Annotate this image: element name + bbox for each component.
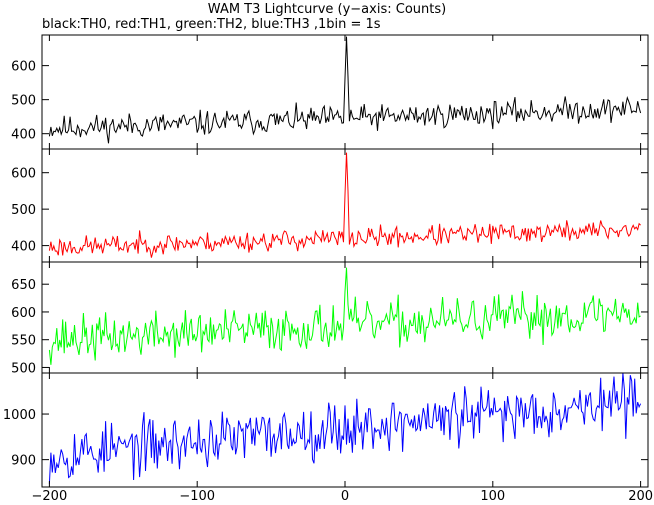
y-tick-label: 600 [11, 306, 36, 321]
series-line-th1 [49, 153, 640, 258]
x-tick-label: −200 [32, 489, 68, 504]
y-tick-label: 650 [11, 278, 36, 293]
y-tick-label: 600 [11, 60, 36, 75]
y-tick-label: 400 [11, 240, 36, 255]
y-tick-label: 600 [11, 167, 36, 182]
x-tick-label: 0 [341, 489, 349, 504]
y-tick-label: 500 [11, 203, 36, 218]
x-tick-label: 200 [628, 489, 653, 504]
x-tick-label: −100 [179, 489, 215, 504]
y-tick-label: 550 [11, 334, 36, 349]
series-line-th0 [49, 37, 640, 144]
y-tick-label: 500 [11, 361, 36, 376]
y-tick-label: 1000 [3, 408, 36, 423]
series-line-th3 [49, 373, 640, 484]
series-line-th2 [49, 268, 640, 365]
x-tick-label: 100 [480, 489, 505, 504]
y-tick-label: 500 [11, 94, 36, 109]
y-tick-label: 900 [11, 454, 36, 469]
y-tick-label: 400 [11, 128, 36, 143]
